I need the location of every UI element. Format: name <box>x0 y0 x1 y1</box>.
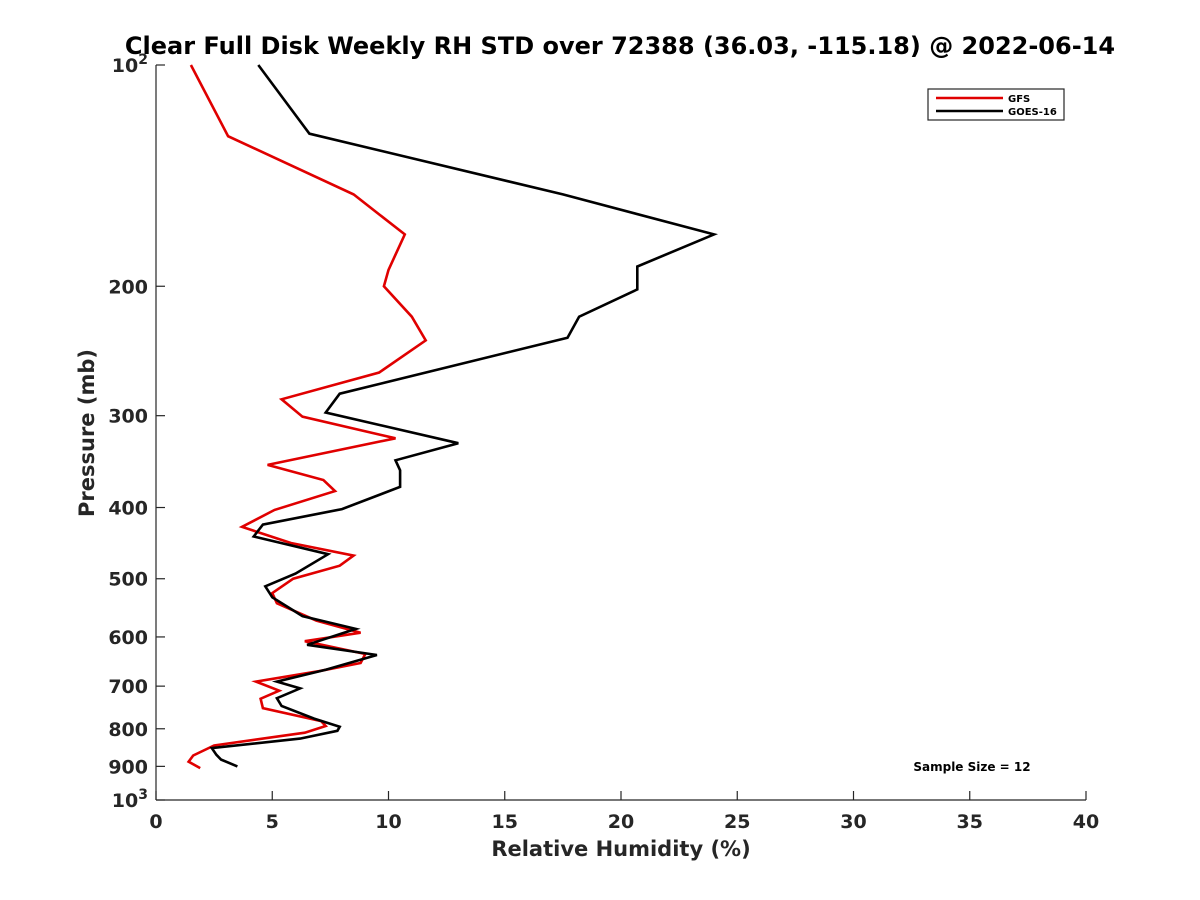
x-tick-label: 40 <box>1073 811 1099 833</box>
y-tick-label: 400 <box>108 498 148 520</box>
y-tick-label-exponent: 2 <box>138 52 148 68</box>
y-tick-label: 500 <box>108 569 148 591</box>
y-tick-label: 800 <box>108 719 148 741</box>
y-tick-label: 200 <box>108 276 148 298</box>
chart-title: Clear Full Disk Weekly RH STD over 72388… <box>125 32 1115 60</box>
y-tick-label-base: 500 <box>108 569 148 591</box>
x-axis-label: Relative Humidity (%) <box>491 837 750 861</box>
y-tick-label-base: 600 <box>108 627 148 649</box>
sample-size-annotation: Sample Size = 12 <box>913 760 1030 774</box>
plot-area: 0 5 10 15 20 25 30 35 40 10220030040050060070080… <box>108 52 1099 833</box>
y-tick-label-base: 800 <box>108 719 148 741</box>
y-tick-label: 700 <box>108 676 148 698</box>
x-tick-label: 35 <box>957 811 983 833</box>
y-tick-label-base: 400 <box>108 498 148 520</box>
legend-box <box>927 88 1065 121</box>
y-tick-label-base: 300 <box>108 406 148 428</box>
y-tick-label-base: 10 <box>112 55 138 77</box>
x-tick-label: 25 <box>724 811 750 833</box>
x-tick-label: 15 <box>492 811 518 833</box>
y-tick-label-base: 700 <box>108 676 148 698</box>
legend-label: GFS <box>1008 94 1030 105</box>
y-tick-label-base: 900 <box>108 756 148 778</box>
y-tick-label: 103 <box>112 787 148 812</box>
series-layer <box>186 64 719 770</box>
x-tick-label: 5 <box>266 811 279 833</box>
y-tick-label-base: 200 <box>108 276 148 298</box>
legend: GFS GOES-16 <box>927 88 1065 121</box>
legend-label: GOES-16 <box>1008 107 1057 118</box>
x-tick-label: 30 <box>840 811 866 833</box>
x-ticks: 0 5 10 15 20 25 30 35 40 <box>149 791 1099 833</box>
series-line-goes-16 <box>209 64 719 768</box>
y-axis-label: Pressure (mb) <box>75 349 99 517</box>
y-tick-label: 900 <box>108 756 148 778</box>
y-tick-label: 300 <box>108 406 148 428</box>
series-line-gfs <box>186 64 428 770</box>
x-tick-label: 0 <box>149 811 162 833</box>
y-tick-label: 600 <box>108 627 148 649</box>
x-tick-label: 10 <box>375 811 401 833</box>
y-tick-label-exponent: 3 <box>138 787 148 803</box>
x-tick-label: 20 <box>608 811 634 833</box>
y-tick-label: 102 <box>112 52 148 77</box>
y-tick-label-base: 10 <box>112 790 138 812</box>
